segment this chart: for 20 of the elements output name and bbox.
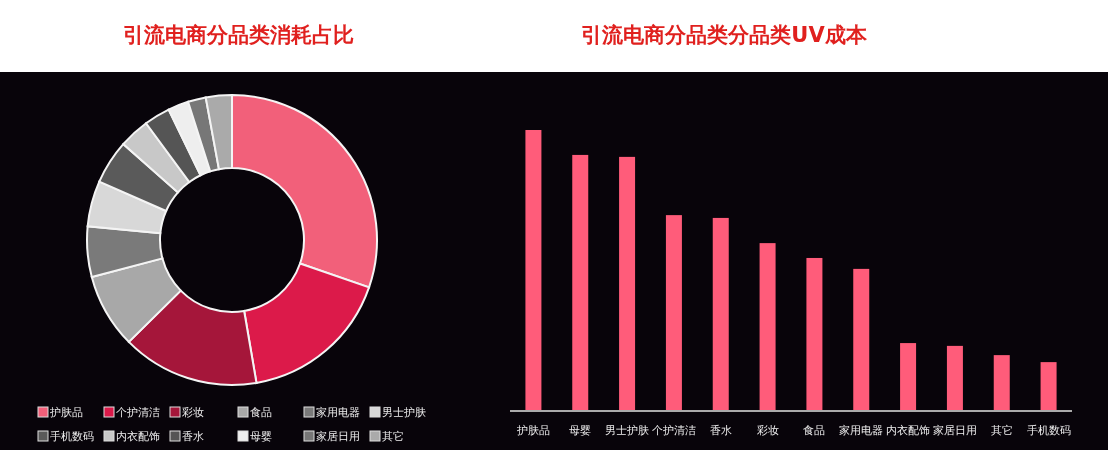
x-tick-label: 个护清洁 (651, 424, 696, 436)
x-tick-label: 香水 (709, 424, 732, 436)
x-tick-label: 其它 (990, 424, 1013, 436)
x-tick-label: 男士护肤 (605, 424, 650, 436)
chart-title: 引流电商分品类消耗占比 (122, 23, 354, 47)
x-tick-label: 母婴 (569, 424, 592, 436)
x-tick-label: 内衣配饰 (886, 424, 931, 436)
legend-label: 彩妆 (182, 406, 204, 419)
x-tick-label: 食品 (803, 424, 826, 436)
legend-label: 家用电器 (316, 406, 360, 419)
x-tick-label: 护肤品 (515, 424, 550, 436)
legend-label: 食品 (250, 406, 272, 419)
x-tick-label: 彩妆 (756, 424, 779, 436)
x-tick-label: 家用电器 (839, 424, 884, 436)
legend-label: 男士护肤 (382, 406, 426, 419)
legend-label: 护肤品 (49, 406, 83, 419)
x-tick-label: 家居日用 (932, 424, 977, 436)
chart-title: 引流电商分品类分品类UV成本 (581, 23, 868, 47)
legend-label: 个护清洁 (116, 406, 160, 419)
x-tick-label: 手机数码 (1026, 424, 1071, 436)
